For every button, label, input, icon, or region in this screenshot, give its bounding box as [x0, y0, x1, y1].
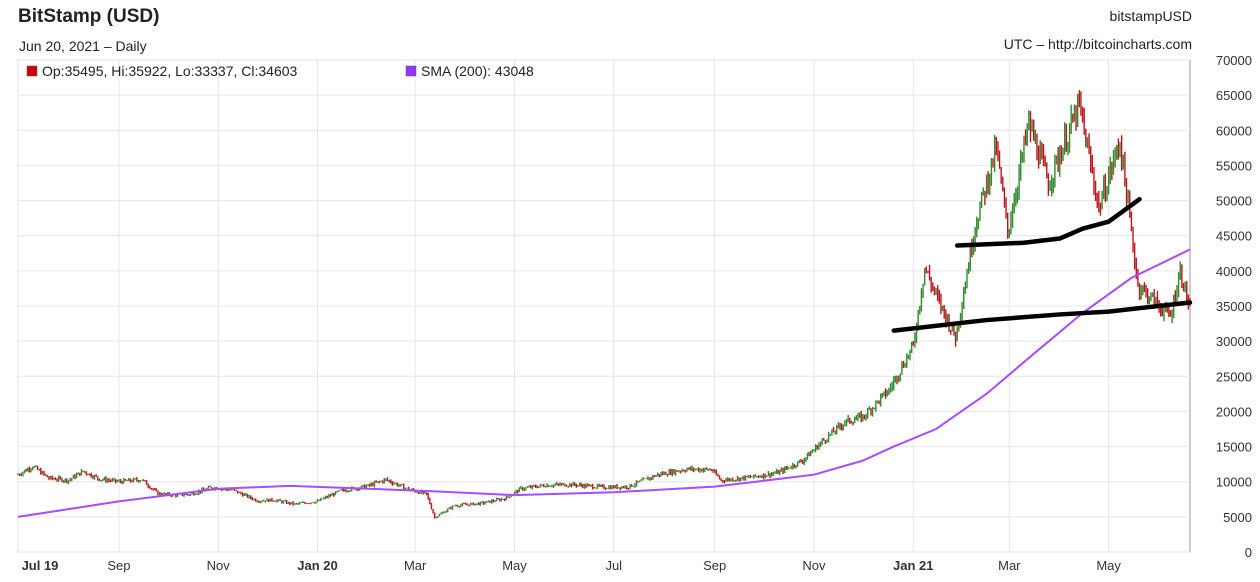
y-tick-label: 40000: [1216, 264, 1252, 279]
x-tick-label: Jan 21: [893, 558, 933, 573]
y-tick-label: 60000: [1216, 123, 1252, 138]
y-tick-label: 20000: [1216, 404, 1252, 419]
trendline: [954, 196, 1142, 248]
x-tick-label: Jul: [605, 558, 622, 573]
x-axis: Jul 19 Sep Nov Jan 20 Mar May Jul Sep Nov Jan 21 M…: [22, 558, 1122, 573]
legend: Op:35495, Hi:35922, Lo:33337, Cl:34603 S…: [26, 63, 534, 79]
sma-series: [17, 248, 1191, 518]
y-tick-label: 10000: [1216, 475, 1252, 490]
chart-title: BitStamp (USD): [18, 6, 160, 27]
y-tick-label: 35000: [1216, 299, 1252, 314]
y-tick-label: 45000: [1216, 229, 1252, 244]
chart-subtitle: Jun 20, 2021 – Daily: [19, 38, 147, 54]
x-tick-label: Sep: [107, 558, 130, 573]
x-tick-label: Nov: [802, 558, 826, 573]
y-tick-label: 65000: [1216, 88, 1252, 103]
y-tick-label: 55000: [1216, 158, 1252, 173]
y-tick-label: 70000: [1216, 53, 1252, 68]
trendline: [891, 300, 1193, 333]
legend-ohlc-label: Op:35495, Hi:35922, Lo:33337, Cl:34603: [42, 63, 298, 79]
y-axis: 0 5000 10000 15000 20000 25000 30000 35000 40000…: [1216, 53, 1252, 560]
x-tick-label: Jan 20: [297, 558, 337, 573]
legend-ohlc-swatch: [26, 65, 38, 77]
x-tick-label: May: [1096, 558, 1121, 573]
x-tick-label: Jul 19: [22, 558, 59, 573]
y-tick-label: 25000: [1216, 369, 1252, 384]
source-label: UTC – http://bitcoincharts.com: [1003, 36, 1192, 52]
y-tick-label: 15000: [1216, 440, 1252, 455]
trendline-annotations: [891, 196, 1193, 333]
x-tick-label: May: [502, 558, 527, 573]
x-tick-label: Mar: [404, 558, 427, 573]
y-tick-label: 30000: [1216, 334, 1252, 349]
y-tick-label: 50000: [1216, 194, 1252, 209]
y-tick-label: 0: [1245, 545, 1252, 560]
sma-line: [17, 248, 1191, 518]
x-tick-label: Nov: [207, 558, 231, 573]
x-tick-label: Mar: [998, 558, 1021, 573]
symbol-label: bitstampUSD: [1109, 8, 1192, 24]
y-tick-label: 5000: [1223, 510, 1252, 525]
legend-sma-swatch: [405, 65, 417, 77]
x-tick-label: Sep: [703, 558, 726, 573]
legend-sma-label: SMA (200): 43048: [421, 63, 534, 79]
